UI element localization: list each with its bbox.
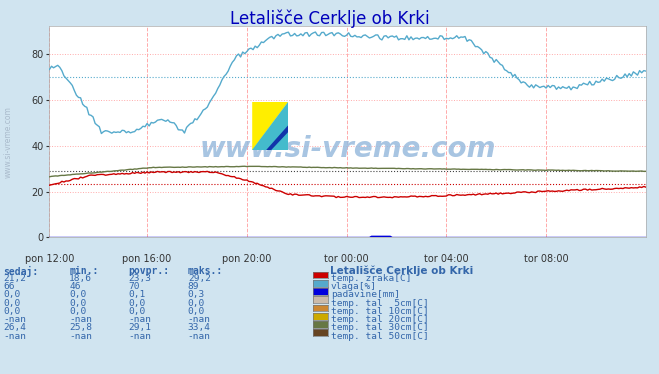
Polygon shape <box>266 125 289 150</box>
Text: 0,0: 0,0 <box>3 307 20 316</box>
Text: 23,3: 23,3 <box>129 274 152 283</box>
Text: min.:: min.: <box>69 266 99 276</box>
Text: 0,0: 0,0 <box>69 307 86 316</box>
Text: 0,0: 0,0 <box>69 298 86 307</box>
Text: 29,1: 29,1 <box>129 324 152 332</box>
Text: -nan: -nan <box>188 332 211 341</box>
Text: 0,0: 0,0 <box>188 298 205 307</box>
Text: temp. tal 50cm[C]: temp. tal 50cm[C] <box>331 332 428 341</box>
Text: Letališče Cerklje ob Krki: Letališče Cerklje ob Krki <box>330 266 473 276</box>
Text: -nan: -nan <box>129 332 152 341</box>
Text: -nan: -nan <box>188 315 211 324</box>
Text: 66: 66 <box>3 282 14 291</box>
Text: 0,0: 0,0 <box>3 298 20 307</box>
Text: tor 00:00: tor 00:00 <box>324 254 369 264</box>
Text: 0,0: 0,0 <box>69 290 86 299</box>
Text: Letališče Cerklje ob Krki: Letališče Cerklje ob Krki <box>230 9 429 28</box>
Text: tor 08:00: tor 08:00 <box>524 254 568 264</box>
Text: pon 16:00: pon 16:00 <box>123 254 172 264</box>
Text: 89: 89 <box>188 282 199 291</box>
Text: -nan: -nan <box>3 315 26 324</box>
Text: temp. tal  5cm[C]: temp. tal 5cm[C] <box>331 298 428 307</box>
Text: pon 12:00: pon 12:00 <box>25 254 74 264</box>
Text: -nan: -nan <box>69 315 92 324</box>
Text: 33,4: 33,4 <box>188 324 211 332</box>
Text: temp. zraka[C]: temp. zraka[C] <box>331 274 411 283</box>
Text: vlaga[%]: vlaga[%] <box>331 282 377 291</box>
Text: povpr.:: povpr.: <box>129 266 169 276</box>
Text: 0,3: 0,3 <box>188 290 205 299</box>
Text: www.si-vreme.com: www.si-vreme.com <box>3 106 13 178</box>
Text: padavine[mm]: padavine[mm] <box>331 290 400 299</box>
Text: 26,4: 26,4 <box>3 324 26 332</box>
Text: 46: 46 <box>69 282 80 291</box>
Text: 0,1: 0,1 <box>129 290 146 299</box>
Text: tor 04:00: tor 04:00 <box>424 254 469 264</box>
Text: sedaj:: sedaj: <box>3 266 38 276</box>
Text: 0,0: 0,0 <box>129 298 146 307</box>
Text: temp. tal 30cm[C]: temp. tal 30cm[C] <box>331 324 428 332</box>
Polygon shape <box>252 102 289 150</box>
Text: temp. tal 20cm[C]: temp. tal 20cm[C] <box>331 315 428 324</box>
Text: -nan: -nan <box>129 315 152 324</box>
Text: pon 20:00: pon 20:00 <box>222 254 272 264</box>
Text: 18,6: 18,6 <box>69 274 92 283</box>
Text: temp. tal 10cm[C]: temp. tal 10cm[C] <box>331 307 428 316</box>
Text: www.si-vreme.com: www.si-vreme.com <box>200 135 496 163</box>
Text: 29,2: 29,2 <box>188 274 211 283</box>
Text: 0,0: 0,0 <box>3 290 20 299</box>
Text: -nan: -nan <box>3 332 26 341</box>
Polygon shape <box>252 102 289 150</box>
Text: 0,0: 0,0 <box>129 307 146 316</box>
Text: 21,2: 21,2 <box>3 274 26 283</box>
Text: 70: 70 <box>129 282 140 291</box>
Text: 25,8: 25,8 <box>69 324 92 332</box>
Text: maks.:: maks.: <box>188 266 223 276</box>
Text: 0,0: 0,0 <box>188 307 205 316</box>
Text: -nan: -nan <box>69 332 92 341</box>
